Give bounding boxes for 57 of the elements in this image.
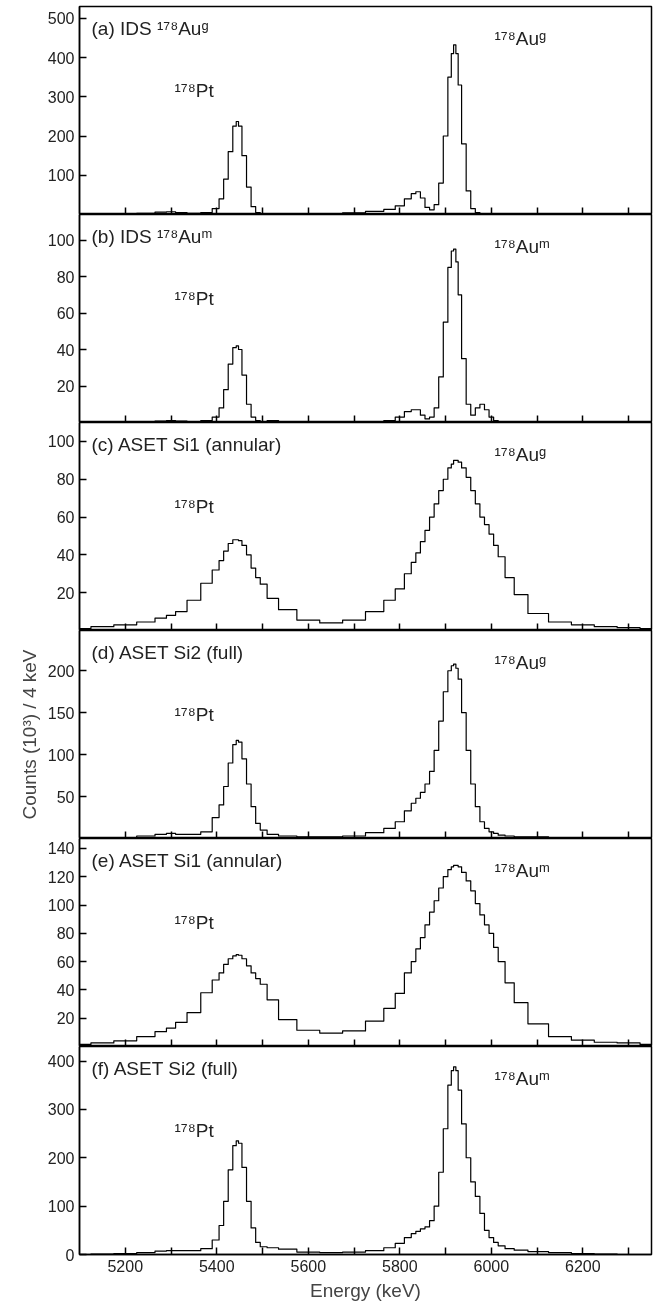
annotation: (d) ASET Si2 (full) — [91, 641, 244, 663]
y-tick-label: 300 — [47, 1101, 75, 1119]
y-tick-label: 100 — [47, 433, 75, 451]
y-tick-label: 150 — [47, 704, 75, 722]
y-tick-label: 140 — [47, 840, 75, 858]
x-tick-label: 5800 — [382, 1257, 418, 1275]
x-axis-title: Energy (keV) — [310, 1279, 421, 1301]
y-tick-label: 0 — [65, 1246, 75, 1264]
y-tick-label: 200 — [47, 1149, 75, 1167]
y-axis-title: Counts (10³) / 4 keV — [18, 649, 40, 820]
annotation: ¹⁷⁸Auᵐ — [494, 235, 550, 257]
y-tick-label: 100 — [47, 746, 75, 764]
y-tick-label: 60 — [56, 509, 75, 527]
y-tick-label: 20 — [56, 584, 75, 602]
y-tick-label: 100 — [47, 897, 75, 914]
y-tick-label: 60 — [56, 305, 75, 323]
y-tick-label: 20 — [56, 1010, 75, 1028]
x-tick-label: 5200 — [107, 1257, 144, 1275]
annotation: ¹⁷⁸Pt — [174, 287, 215, 309]
x-tick-label: 5600 — [290, 1257, 327, 1275]
annotation: ¹⁷⁸Auᵐ — [494, 859, 550, 881]
y-tick-label: 100 — [47, 1198, 75, 1216]
y-tick-label: 80 — [56, 471, 75, 489]
y-tick-label: 100 — [47, 232, 75, 250]
annotation: ¹⁷⁸Pt — [174, 79, 215, 101]
annotation: ¹⁷⁸Auᵍ — [494, 651, 547, 673]
annotation: (a) IDS ¹⁷⁸Auᵍ — [91, 17, 209, 39]
y-tick-label: 400 — [47, 1053, 75, 1071]
x-tick-label: 5400 — [198, 1257, 235, 1275]
y-tick-label: 100 — [47, 167, 75, 185]
y-tick-label: 200 — [47, 662, 75, 680]
y-tick-label: 40 — [56, 341, 75, 359]
y-tick-label: 80 — [56, 268, 75, 286]
annotation: ¹⁷⁸Pt — [174, 495, 215, 517]
annotation: (f) ASET Si2 (full) — [91, 1057, 238, 1079]
x-tick-label: 6200 — [565, 1257, 601, 1275]
annotation: ¹⁷⁸Pt — [174, 1119, 215, 1141]
annotation: ¹⁷⁸Auᵍ — [494, 27, 547, 49]
y-tick-label: 120 — [47, 868, 75, 886]
y-tick-label: 50 — [56, 788, 75, 806]
annotation: ¹⁷⁸Auᵍ — [494, 443, 547, 465]
annotation: (c) ASET Si1 (annular) — [91, 433, 282, 455]
annotation: ¹⁷⁸Auᵐ — [494, 1067, 550, 1089]
y-tick-label: 40 — [56, 981, 75, 999]
y-tick-label: 200 — [47, 128, 75, 146]
annotation: ¹⁷⁸Pt — [174, 911, 215, 933]
y-tick-label: 80 — [56, 925, 75, 943]
y-tick-label: 400 — [47, 49, 75, 67]
x-tick-label: 6000 — [473, 1257, 510, 1275]
y-tick-label: 500 — [47, 10, 75, 28]
y-tick-label: 300 — [47, 88, 75, 106]
annotation: ¹⁷⁸Pt — [174, 703, 215, 725]
annotation: (b) IDS ¹⁷⁸Auᵐ — [91, 225, 213, 247]
annotation: (e) ASET Si1 (annular) — [91, 849, 283, 871]
y-tick-label: 60 — [56, 953, 75, 971]
y-tick-label: 40 — [56, 546, 75, 564]
y-tick-label: 20 — [56, 378, 75, 396]
